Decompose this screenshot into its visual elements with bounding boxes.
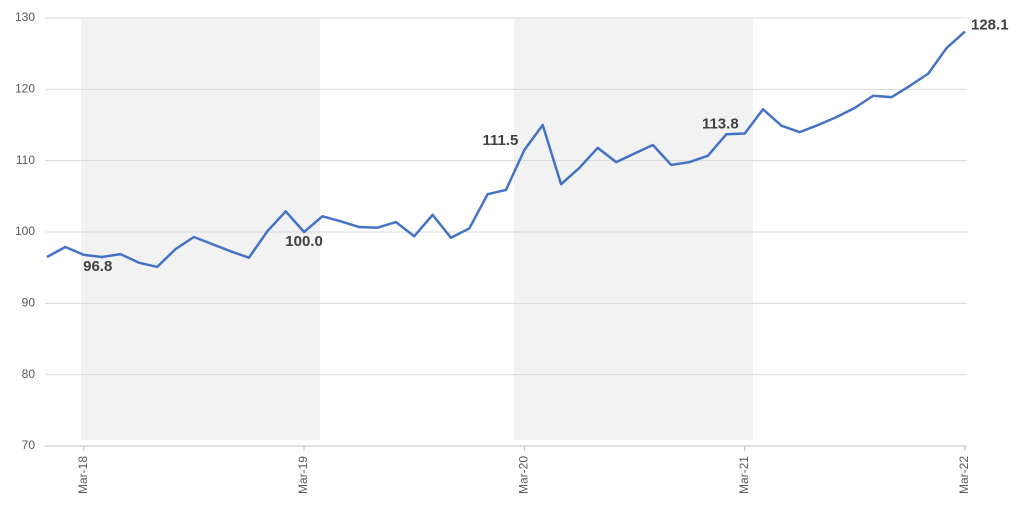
shaded-period — [514, 18, 753, 440]
data-line — [46, 30, 966, 269]
y-tick-label: 100 — [15, 224, 35, 238]
data-label: 113.8 — [702, 116, 739, 133]
y-tick-label: 90 — [22, 296, 36, 310]
data-label: 96.8 — [83, 258, 112, 275]
x-tick-label: Mar-22 — [957, 456, 971, 494]
data-label: 100.0 — [285, 233, 323, 250]
data-label: 128.1 — [971, 17, 1009, 34]
y-tick-label: 80 — [22, 367, 36, 381]
y-tick-label: 120 — [15, 82, 35, 96]
x-tick-label: Mar-18 — [76, 456, 90, 494]
y-tick-label: 110 — [16, 153, 35, 167]
x-tick-label: Mar-19 — [296, 456, 310, 494]
data-label: 111.5 — [482, 132, 518, 149]
x-tick-label: Mar-20 — [517, 456, 531, 494]
y-tick-label: 70 — [22, 438, 36, 452]
y-tick-label: 130 — [15, 10, 35, 24]
shaded-period — [81, 18, 320, 440]
x-tick-label: Mar-21 — [737, 456, 751, 494]
